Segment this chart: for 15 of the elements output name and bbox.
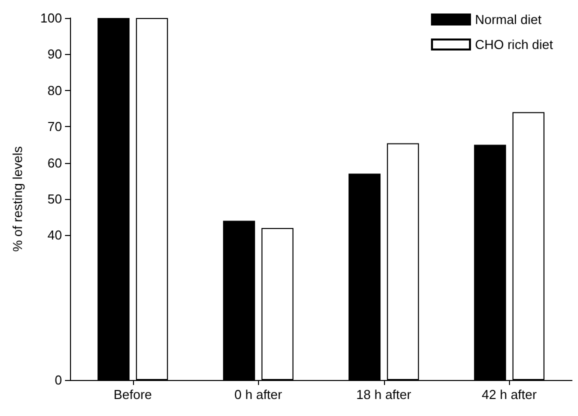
y-tick-label: 80 xyxy=(48,82,62,98)
y-tick-label: 70 xyxy=(48,119,62,134)
y-tick-label: 60 xyxy=(48,155,62,170)
y-tick-label: 50 xyxy=(48,192,62,206)
x-tick-label: 0 h after xyxy=(234,387,283,402)
legend-label: CHO rich diet xyxy=(474,37,554,52)
y-tick-label: 90 xyxy=(48,46,62,62)
x-tick-label: 42 h after xyxy=(482,387,538,402)
x-tick-label: 18 h after xyxy=(356,387,412,402)
y-tick-label: 100 xyxy=(40,10,62,26)
x-tick-label: Before xyxy=(114,387,152,402)
y-tick-label: 40 xyxy=(48,228,62,243)
y-tick-label: 0 xyxy=(54,372,62,388)
legend-label: Normal diet xyxy=(474,12,542,27)
y-axis-title: % of resting levels xyxy=(10,146,25,252)
